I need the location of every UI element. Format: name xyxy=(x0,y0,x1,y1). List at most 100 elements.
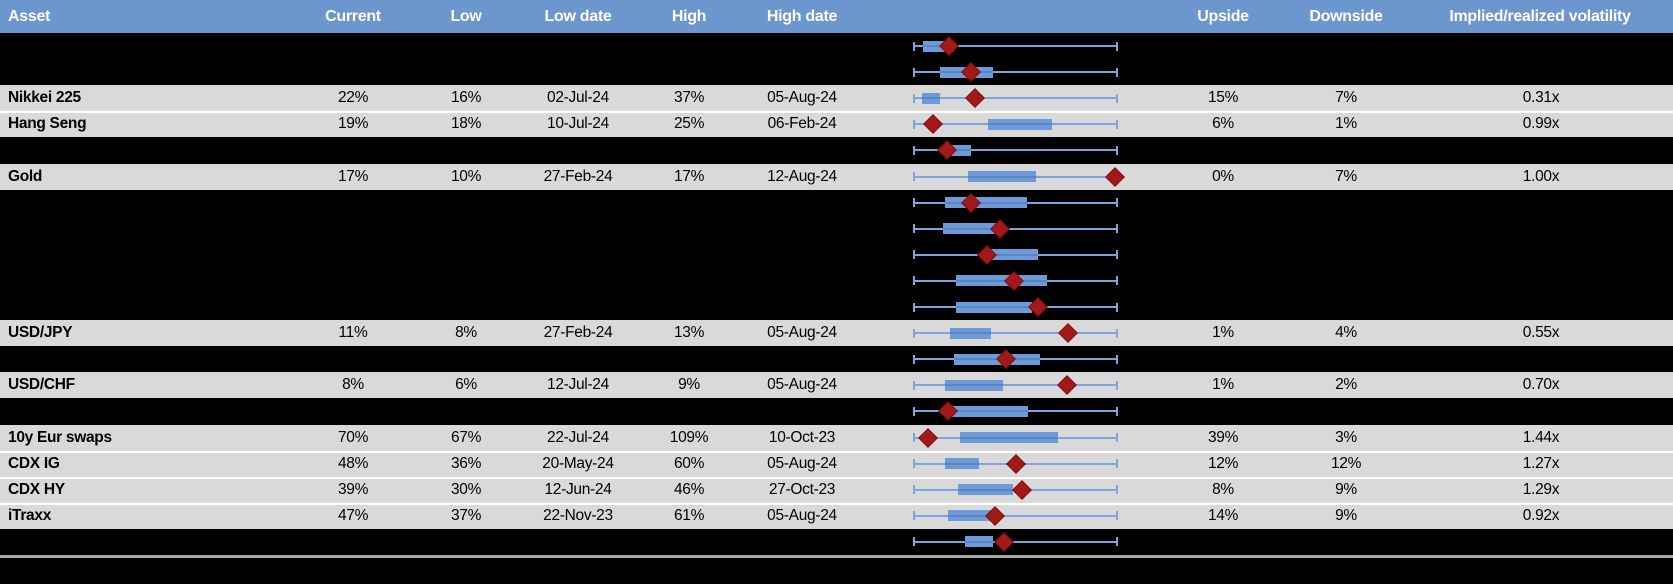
range-box xyxy=(944,197,1027,209)
boxplot xyxy=(913,477,1118,503)
header-current: Current xyxy=(325,8,381,25)
whisker-line xyxy=(913,149,1118,152)
current-marker-diamond xyxy=(996,349,1017,370)
table-row-hidden xyxy=(0,294,1673,321)
median-line xyxy=(968,175,1036,178)
boxplot xyxy=(913,85,1118,111)
range-box xyxy=(988,118,1052,130)
whisker-cap-left xyxy=(913,406,915,416)
header-asset: Asset xyxy=(8,8,51,25)
whisker-cap-left xyxy=(913,459,915,469)
whisker-cap-right xyxy=(1116,354,1118,364)
cell-vol: 1.44x xyxy=(1522,428,1560,446)
table-row-hidden xyxy=(0,528,1673,555)
boxplot xyxy=(913,164,1125,190)
cell-asset: iTraxx xyxy=(8,506,52,524)
whisker-line xyxy=(913,97,1118,100)
cell-high: 46% xyxy=(673,480,705,498)
current-marker-diamond xyxy=(918,427,938,448)
cell-upside: 1% xyxy=(1212,376,1234,394)
cell-current: 19% xyxy=(337,115,369,133)
boxplot xyxy=(913,268,1118,294)
whisker-cap-right xyxy=(1116,119,1118,129)
current-marker-diamond xyxy=(985,505,1005,526)
whisker-cap-left xyxy=(913,433,915,443)
cell-low-date: 22-Jul-24 xyxy=(547,428,609,446)
whisker-line xyxy=(913,514,1118,517)
cell-low: 36% xyxy=(450,454,482,472)
boxplot xyxy=(913,320,1118,346)
cell-asset: Nikkei 225 xyxy=(8,89,81,107)
current-marker-diamond xyxy=(1003,271,1024,291)
cell-high-date: 10-Oct-23 xyxy=(768,428,836,446)
range-box xyxy=(944,379,1004,391)
range-box xyxy=(942,223,999,235)
cell-high: 61% xyxy=(673,506,705,524)
range-box xyxy=(956,275,1047,287)
current-marker-diamond xyxy=(964,88,985,109)
median-line xyxy=(944,201,1027,204)
cell-low: 30% xyxy=(450,480,482,498)
cell-vol: 0.99x xyxy=(1522,115,1560,133)
cell-current: 17% xyxy=(337,167,369,185)
cell-upside: 1% xyxy=(1212,324,1234,342)
cell-low-date: 27-Feb-24 xyxy=(543,167,613,185)
table-row-hidden xyxy=(0,189,1673,216)
whisker-cap-right xyxy=(1116,198,1118,208)
median-line xyxy=(944,384,1004,387)
cell-upside: 14% xyxy=(1207,506,1239,524)
range-box xyxy=(956,301,1032,313)
whisker-line xyxy=(913,227,1118,230)
cell-vol: 0.92x xyxy=(1522,506,1560,524)
table-row-usd-chf: USD/CHF 8% 6% 12-Jul-24 9% 05-Aug-24 1% 2% 0.70x xyxy=(0,372,1673,399)
boxplot xyxy=(913,59,1118,85)
header-upside: Upside xyxy=(1197,8,1249,25)
median-line xyxy=(942,227,999,230)
cell-asset: USD/CHF xyxy=(8,376,75,394)
cell-upside: 15% xyxy=(1207,89,1239,107)
boxplot xyxy=(913,425,1118,451)
whisker-cap-left xyxy=(913,119,915,129)
cell-high: 17% xyxy=(673,167,705,185)
current-marker-diamond xyxy=(922,114,943,135)
table-row-hidden xyxy=(0,346,1673,373)
table-row-cdx-ig: CDX IG 48% 36% 20-May-24 60% 05-Aug-24 12% 12% 1… xyxy=(0,450,1673,477)
range-box xyxy=(949,144,972,156)
whisker-cap-left xyxy=(913,67,915,77)
median-line xyxy=(990,253,1039,256)
whisker-cap-right xyxy=(1116,145,1118,155)
cell-asset: 10y Eur swaps xyxy=(8,428,112,446)
boxplot xyxy=(913,242,1118,268)
boxplot xyxy=(913,137,1118,163)
boxplot xyxy=(913,190,1118,216)
cell-asset: CDX HY xyxy=(8,480,65,498)
cell-high-date: 05-Aug-24 xyxy=(767,89,837,107)
table-row-hidden xyxy=(0,267,1673,294)
whisker-cap-left xyxy=(913,93,915,103)
median-line xyxy=(947,514,993,517)
cell-vol: 0.70x xyxy=(1522,376,1560,394)
cell-low: 67% xyxy=(450,428,482,446)
header-low: Low xyxy=(450,8,482,25)
current-marker-diamond xyxy=(961,192,982,213)
cell-downside: 3% xyxy=(1335,428,1357,446)
cell-vol: 1.27x xyxy=(1522,454,1560,472)
whisker-cap-left xyxy=(913,145,915,155)
cell-low: 8% xyxy=(455,324,477,342)
range-box xyxy=(923,40,955,52)
current-marker-diamond xyxy=(990,218,1010,239)
cell-upside: 8% xyxy=(1212,480,1234,498)
cell-high: 9% xyxy=(678,376,700,394)
table-row-hidden xyxy=(0,398,1673,425)
current-marker-diamond xyxy=(936,140,957,161)
header-high: High xyxy=(671,8,707,25)
cell-high-date: 27-Oct-23 xyxy=(768,480,836,498)
whisker-cap-left xyxy=(913,250,915,260)
whisker-cap-right xyxy=(1116,406,1118,416)
cell-low: 10% xyxy=(450,167,482,185)
median-line xyxy=(949,149,972,152)
current-marker-diamond xyxy=(1005,453,1026,474)
cell-vol: 0.55x xyxy=(1522,324,1560,342)
whisker-cap-left xyxy=(913,276,915,286)
table-row-hidden xyxy=(0,215,1673,242)
